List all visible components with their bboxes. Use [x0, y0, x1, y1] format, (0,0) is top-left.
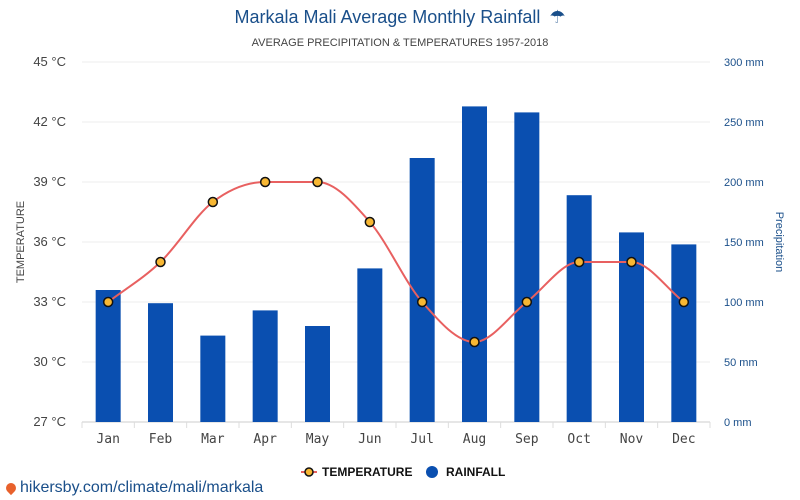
temperature-points [102, 176, 690, 348]
rainfall-bar-aug[interactable] [462, 106, 487, 423]
left-tick-label: 39 °C [33, 174, 66, 189]
rainfall-bar-oct[interactable] [566, 195, 592, 422]
temperature-point-sep[interactable] [521, 296, 533, 308]
temperature-point-may[interactable] [312, 176, 323, 188]
chart-subtitle: AVERAGE PRECIPITATION & TEMPERATURES 195… [252, 37, 549, 49]
left-tick-label: 45 °C [33, 54, 66, 69]
x-tick-label: Sep [515, 432, 539, 447]
chart-title-text: Markala Mali Average Monthly Rainfall [235, 7, 541, 27]
legend: TEMPERATURE RAINFALL [301, 465, 505, 479]
rainfall-bar-dec[interactable] [671, 244, 697, 422]
temperature-point-mar[interactable] [207, 196, 219, 208]
temperature-point-oct[interactable] [573, 256, 585, 268]
temperature-point-jun[interactable] [364, 216, 376, 228]
left-tick-label: 36 °C [33, 234, 66, 249]
rainfall-bar-mar[interactable] [200, 335, 226, 422]
right-axis-label: Precipitation [773, 212, 785, 273]
x-tick-label: Aug [463, 432, 486, 447]
x-tick-label: Dec [672, 432, 695, 447]
rainfall-bar-apr[interactable] [252, 310, 278, 422]
left-tick-label: 27 °C [33, 414, 66, 429]
grid-lines [81, 61, 711, 428]
rainfall-bar-may[interactable] [305, 326, 330, 422]
umbrella-icon: ☂ [549, 7, 565, 27]
legend-temperature-marker [304, 467, 314, 477]
legend-rainfall-marker [426, 466, 438, 478]
rainfall-bar-jan[interactable] [95, 290, 121, 422]
right-tick-label: 200 mm [724, 177, 764, 189]
right-tick-label: 250 mm [724, 117, 764, 129]
temperature-point-jul[interactable] [416, 296, 428, 308]
x-tick-label: Apr [253, 432, 277, 447]
chart-title: Markala Mali Average Monthly Rainfall ☂ [235, 7, 566, 27]
x-tick-label: Jun [358, 432, 381, 447]
left-axis-label: TEMPERATURE [15, 201, 27, 283]
x-tick-label: Jul [410, 432, 433, 447]
source-link[interactable]: hikersby.com/climate/mali/markala [3, 479, 264, 497]
legend-rainfall-label: RAINFALL [446, 465, 505, 479]
location-pin-icon [3, 480, 19, 496]
right-tick-label: 300 mm [724, 57, 764, 69]
temperature-point-feb[interactable] [155, 256, 166, 268]
x-tick-label: Mar [201, 432, 225, 447]
temperature-line [107, 181, 685, 344]
left-tick-label: 42 °C [33, 114, 66, 129]
rainfall-bar-sep[interactable] [514, 112, 540, 423]
right-tick-label: 150 mm [724, 237, 764, 249]
x-tick-label: Oct [567, 432, 590, 447]
temperature-point-nov[interactable] [626, 256, 637, 268]
right-tick-label: 50 mm [724, 357, 758, 369]
legend-temperature[interactable]: TEMPERATURE [301, 465, 412, 479]
rainfall-bars [95, 106, 697, 423]
legend-temperature-label: TEMPERATURE [322, 465, 412, 479]
source-link-text: hikersby.com/climate/mali/markala [20, 479, 264, 496]
legend-rainfall[interactable]: RAINFALL [426, 465, 505, 479]
temperature-point-dec[interactable] [678, 296, 690, 308]
temperature-point-aug[interactable] [469, 336, 480, 348]
temperature-line-layer [107, 181, 685, 344]
x-tick-label: Feb [149, 432, 173, 447]
right-tick-label: 0 mm [724, 417, 752, 429]
temperature-point-jan[interactable] [102, 296, 114, 308]
axis-ticks: 45 °C 300 mm 42 °C 250 mm 39 °C 200 mm 36 °C 15… [33, 54, 763, 447]
x-tick-label: Jan [96, 432, 119, 447]
rainfall-bar-jun[interactable] [357, 268, 383, 422]
temperature-point-apr[interactable] [259, 176, 271, 188]
left-tick-label: 33 °C [33, 294, 66, 309]
x-tick-label: May [306, 432, 330, 447]
x-tick-label: Nov [620, 432, 644, 447]
rainfall-bar-feb[interactable] [148, 303, 173, 422]
left-tick-label: 30 °C [33, 354, 66, 369]
right-tick-label: 100 mm [724, 297, 764, 309]
